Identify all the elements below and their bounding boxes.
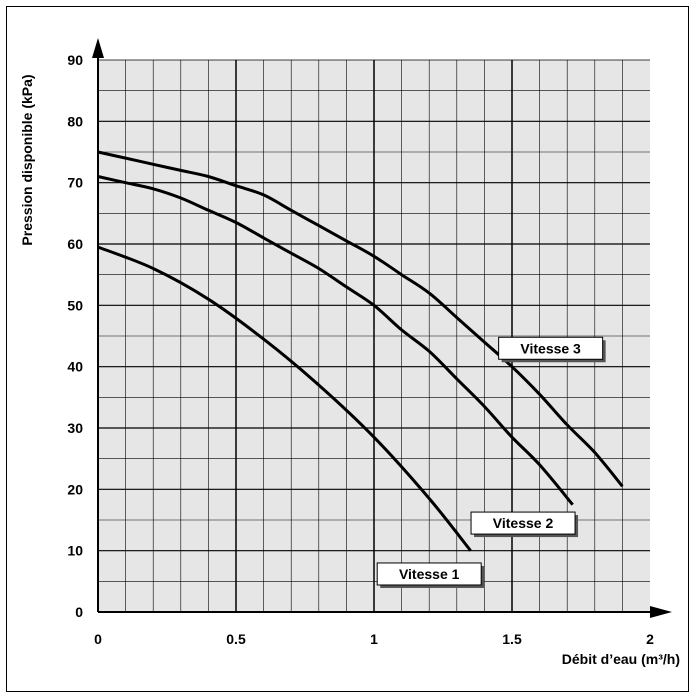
- y-axis-arrow: [92, 38, 104, 58]
- axes: [92, 38, 672, 618]
- y-tick-label: 50: [67, 297, 83, 313]
- series-label-box: Vitesse 1: [376, 562, 485, 588]
- label-background: [498, 336, 604, 360]
- x-tick-label: 1: [370, 631, 378, 647]
- label-background: [470, 511, 576, 535]
- series-line-vitesse-2: [97, 175, 574, 506]
- series-lines: [97, 150, 624, 552]
- x-tick-label: 0.5: [226, 631, 246, 647]
- x-axis-label: Débit d’eau (m³/h): [562, 651, 680, 667]
- label-background: [376, 562, 482, 586]
- y-tick-label: 0: [75, 604, 83, 620]
- series-line-vitesse-3: [97, 150, 624, 488]
- x-tick-label: 2: [646, 631, 654, 647]
- series-label-box: Vitesse 3: [498, 336, 606, 363]
- series-labels: Vitesse 3 Vitesse 2 Vitesse 1: [376, 336, 606, 588]
- x-tick-label: 0: [94, 631, 102, 647]
- y-tick-label: 60: [67, 236, 83, 252]
- series-label-text: Vitesse 3: [520, 340, 581, 356]
- grid: [98, 59, 650, 612]
- series-label-text: Vitesse 1: [399, 566, 460, 582]
- y-axis-label: Pression disponible (kPa): [19, 74, 35, 245]
- y-tick-label: 30: [67, 420, 83, 436]
- y-tick-label: 80: [67, 113, 83, 129]
- series-label-box: Vitesse 2: [470, 511, 579, 538]
- series-label-text: Vitesse 2: [493, 515, 554, 531]
- x-tick-label: 1.5: [502, 631, 522, 647]
- y-tick-label: 20: [67, 481, 83, 497]
- series-line-vitesse-1: [97, 245, 472, 552]
- y-tick-label: 90: [67, 52, 83, 68]
- x-axis-arrow: [650, 606, 672, 618]
- y-tick-label: 10: [67, 543, 83, 559]
- y-tick-label: 40: [67, 359, 83, 375]
- y-tick-label: 70: [67, 175, 83, 191]
